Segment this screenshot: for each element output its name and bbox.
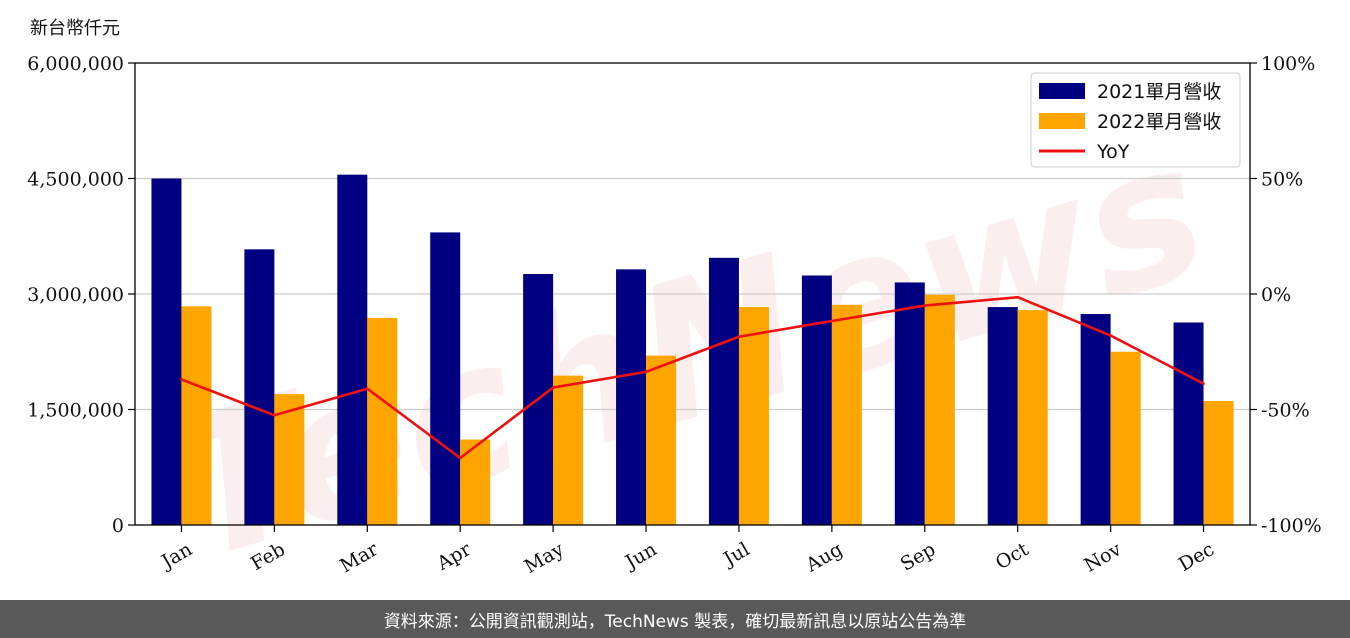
bar-2022 <box>460 439 491 525</box>
x-axis-tick-label: Jul <box>718 538 753 571</box>
x-axis-tick-label: Dec <box>1175 538 1218 576</box>
bar-2022 <box>367 317 398 525</box>
yoy-point <box>273 413 276 417</box>
left-axis-tick-label: 0 <box>112 515 124 537</box>
gridlines <box>135 177 1250 411</box>
yoy-point <box>1016 295 1020 299</box>
bar-2021 <box>430 232 461 525</box>
legend-swatch <box>1039 113 1085 129</box>
left-axis-tick-label: 3,000,000 <box>27 284 124 306</box>
bar-2022 <box>181 306 212 525</box>
bar-2021 <box>894 282 925 525</box>
left-axis-tick-label: 1,500,000 <box>27 400 124 422</box>
x-axis-tick-label: May <box>521 538 568 578</box>
yoy-point <box>365 387 369 391</box>
footer-text: 資料來源：公開資訊觀測站，TechNews 製表，確切最新訊息以原站公告為準 <box>383 611 967 632</box>
bar-2021 <box>1080 314 1111 525</box>
left-axis-tick-label: 6,000,000 <box>27 53 124 75</box>
unit-label: 新台幣仟元 <box>30 18 120 39</box>
bars <box>151 174 1234 525</box>
bar-2021 <box>1173 322 1204 525</box>
legend-label: YoY <box>1096 141 1130 163</box>
yoy-point <box>1202 382 1205 385</box>
x-axis-tick-label: Apr <box>433 538 476 575</box>
bar-2022 <box>738 307 769 525</box>
right-axis-tick-label: -100% <box>1261 515 1322 537</box>
bar-2021 <box>708 257 739 525</box>
x-axis-tick-label: Nov <box>1081 538 1126 577</box>
x-axis-tick-label: Sep <box>897 538 940 575</box>
bar-2022 <box>553 375 584 525</box>
x-axis-tick-label: Aug <box>801 538 846 577</box>
bar-2021 <box>151 178 182 525</box>
yoy-point <box>830 319 834 323</box>
right-axis-tick-label: 100% <box>1261 53 1315 75</box>
yoy-point <box>737 335 741 339</box>
left-axis: 0 1,500,000 3,000,000 4,500,000 6,000,000 <box>27 53 135 537</box>
yoy-line <box>180 295 1205 460</box>
bar-2021 <box>337 174 368 525</box>
bar-2022 <box>646 355 677 525</box>
yoy-point <box>180 378 183 381</box>
x-axis-tick-label: Jun <box>620 538 661 574</box>
chart: TechNews 01,500,0003,000,0004,500,0006,0… <box>27 18 1322 600</box>
legend-swatch <box>1039 83 1085 99</box>
right-axis-tick-label: -50% <box>1261 400 1310 422</box>
yoy-point <box>551 386 555 389</box>
x-axis-tick-label: Oct <box>992 538 1033 574</box>
bar-2022 <box>274 394 305 525</box>
bar-2021 <box>616 269 647 525</box>
legend-label: 2022單月營收 <box>1097 111 1221 133</box>
yoy-point <box>923 304 927 307</box>
bar-2021 <box>801 275 832 525</box>
yoy-line-group <box>180 295 1205 460</box>
right-axis-tick-label: 0% <box>1261 284 1291 306</box>
yoy-point <box>458 456 462 460</box>
bar-2022 <box>1017 310 1048 525</box>
bar-2022 <box>1203 401 1234 525</box>
x-axis-tick-label: Jan <box>156 538 196 574</box>
bar-2021 <box>244 249 275 525</box>
bar-2022 <box>1110 351 1141 525</box>
yoy-point <box>644 370 648 374</box>
right-axis-tick-label: 50% <box>1261 169 1303 191</box>
footer-banner: 資料來源：公開資訊觀測站，TechNews 製表，確切最新訊息以原站公告為準 <box>0 600 1350 638</box>
left-axis-tick-label: 4,500,000 <box>27 169 124 191</box>
legend-label: 2021單月營收 <box>1097 81 1221 103</box>
bar-2022 <box>924 294 955 525</box>
right-axis: -100% -50% 0% 50% 100% <box>1250 53 1322 537</box>
bar-2022 <box>831 304 862 525</box>
yoy-point <box>1109 334 1112 337</box>
legend: 2021單月營收 2022單月營收 YoY <box>1030 72 1241 168</box>
bar-2021 <box>987 307 1018 525</box>
